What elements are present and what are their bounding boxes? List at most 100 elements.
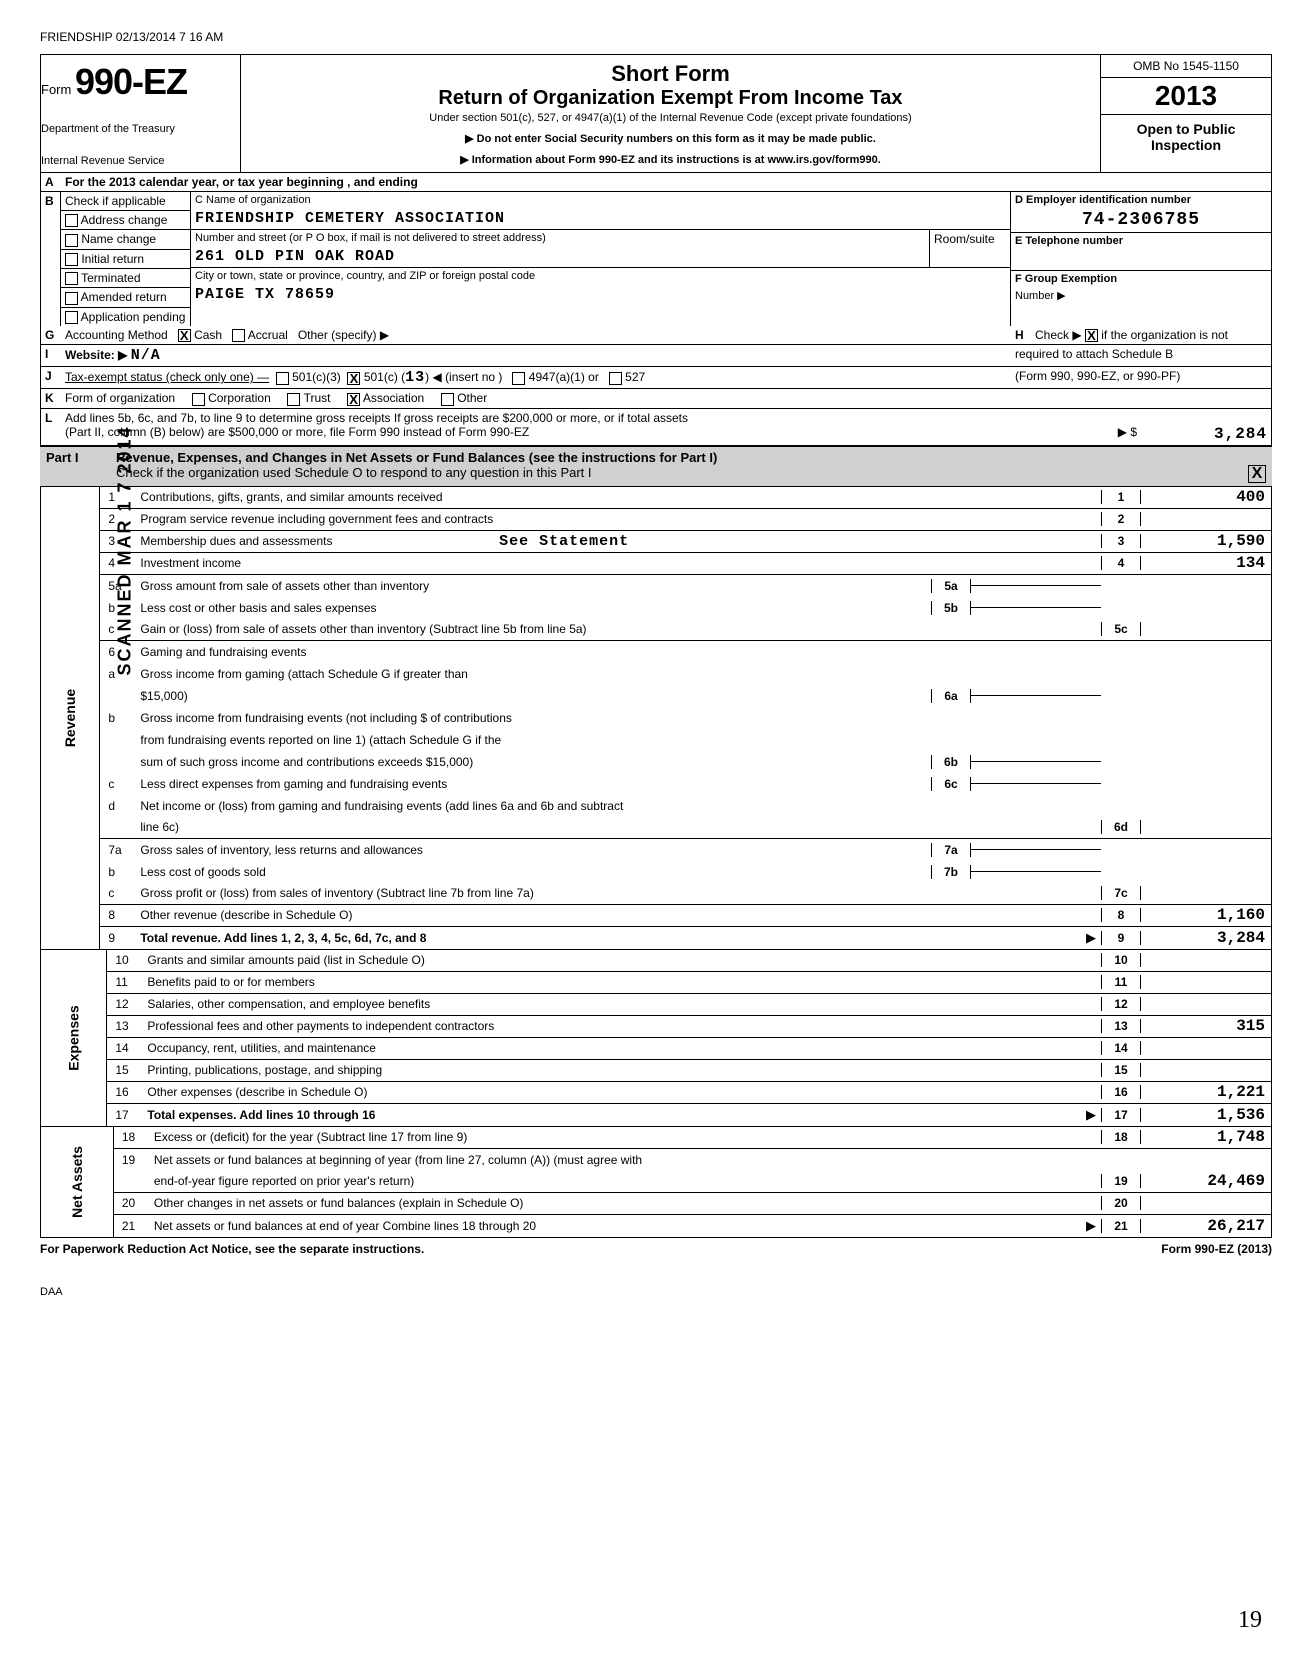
l6b-desc: Gross income from fundraising events (no…	[140, 709, 931, 727]
4947-label: 4947(a)(1) or	[529, 370, 599, 384]
l8-rn: 8	[1101, 908, 1141, 922]
l6b-num: b	[100, 711, 140, 725]
l19-rn: 19	[1101, 1174, 1141, 1188]
corp-label: Corporation	[208, 391, 271, 405]
l7a-mn: 7a	[931, 843, 971, 857]
header-stamp: FRIENDSHIP 02/13/2014 7 16 AM	[40, 30, 1272, 44]
part-i-checkbox[interactable]: X	[1248, 465, 1266, 483]
footer: For Paperwork Reduction Act Notice, see …	[40, 1238, 1272, 1256]
cash-checkbox[interactable]: X	[178, 329, 191, 342]
l8-num: 8	[100, 908, 140, 922]
line-k: Form of organization Corporation Trust X…	[61, 389, 1271, 407]
l19-desc2: end-of-year figure reported on prior yea…	[154, 1172, 1101, 1190]
l10-desc: Grants and similar amounts paid (list in…	[147, 951, 1101, 969]
l20-num: 20	[114, 1196, 154, 1210]
main-table: Revenue 1Contributions, gifts, grants, a…	[40, 487, 1272, 1238]
l2-desc: Program service revenue including govern…	[140, 510, 1101, 528]
revenue-label: Revenue	[62, 688, 78, 746]
l21-arrow: ▶	[1081, 1218, 1101, 1234]
accrual-checkbox[interactable]	[232, 329, 245, 342]
l13-val: 315	[1141, 1017, 1271, 1035]
check-applicable: Check if applicable	[61, 192, 190, 211]
l4-val: 134	[1141, 554, 1271, 572]
4947-checkbox[interactable]	[512, 372, 525, 385]
line-l: Add lines 5b, 6c, and 7b, to line 9 to d…	[61, 409, 1271, 445]
l7b-num: b	[100, 865, 140, 879]
l7a-mv	[971, 849, 1101, 850]
open-public: Open to Public Inspection	[1101, 115, 1271, 159]
form-number: 990-EZ	[75, 61, 187, 102]
part-i-header: Part I Revenue, Expenses, and Changes in…	[40, 446, 1272, 487]
header-section: A For the 2013 calendar year, or tax yea…	[40, 173, 1272, 446]
l6c-mn: 6c	[931, 777, 971, 791]
title-sub: Return of Organization Exempt From Incom…	[249, 87, 1092, 110]
revenue-side-label: Revenue	[41, 487, 100, 949]
l2-rn: 2	[1101, 512, 1141, 526]
l17-desc-text: Total expenses. Add lines 10 through 16	[147, 1108, 375, 1122]
title-under: Under section 501(c), 527, or 4947(a)(1)…	[249, 112, 1092, 124]
line-j: Tax-exempt status (check only one) — 501…	[61, 367, 1011, 388]
form-label-box: Form 990-EZ Department of the Treasury I…	[41, 55, 241, 172]
l6c-desc: Less direct expenses from gaming and fun…	[140, 775, 931, 793]
h-text2: if the organization is not	[1101, 328, 1228, 342]
l9-desc-text: Total revenue. Add lines 1, 2, 3, 4, 5c,…	[140, 931, 426, 945]
l3-desc: Membership dues and assessments See Stat…	[140, 531, 1101, 552]
trust-label: Trust	[304, 391, 331, 405]
l6d-rn: 6d	[1101, 820, 1141, 834]
l18-desc: Excess or (deficit) for the year (Subtra…	[154, 1128, 1101, 1146]
l5b-desc: Less cost or other basis and sales expen…	[140, 599, 931, 617]
h-check-label: Check ▶	[1035, 328, 1082, 342]
ein-value: 74-2306785	[1011, 208, 1271, 233]
l14-num: 14	[107, 1041, 147, 1055]
corp-checkbox[interactable]	[192, 393, 205, 406]
tax-year: 2013	[1101, 78, 1271, 115]
city-label: City or town, state or province, country…	[191, 268, 1010, 284]
name-change-label: Name change	[81, 232, 156, 246]
h-text4: (Form 990, 990-EZ, or 990-PF)	[1011, 367, 1271, 388]
title-box: Short Form Return of Organization Exempt…	[241, 55, 1101, 172]
form-header: Form 990-EZ Department of the Treasury I…	[40, 54, 1272, 173]
name-address-col: C Name of organization FRIENDSHIP CEMETE…	[191, 192, 1011, 326]
omb-no: OMB No 1545-1150	[1101, 55, 1271, 78]
l13-desc: Professional fees and other payments to …	[147, 1017, 1101, 1035]
trust-checkbox[interactable]	[287, 393, 300, 406]
l5b-mn: 5b	[931, 601, 971, 615]
l4-desc: Investment income	[140, 554, 1101, 572]
l7a-desc: Gross sales of inventory, less returns a…	[140, 841, 931, 859]
assoc-checkbox[interactable]: X	[347, 393, 360, 406]
name-change[interactable]: Name change	[61, 230, 190, 249]
l21-desc: Net assets or fund balances at end of ye…	[154, 1217, 1081, 1235]
l9-val: 3,284	[1141, 929, 1271, 947]
d-label: D Employer identification number	[1011, 192, 1271, 208]
amended[interactable]: Amended return	[61, 288, 190, 307]
part-i-check-text: Check if the organization used Schedule …	[116, 465, 1248, 483]
footer-left: For Paperwork Reduction Act Notice, see …	[40, 1242, 424, 1256]
501c3-checkbox[interactable]	[276, 372, 289, 385]
addr-change[interactable]: Address change	[61, 211, 190, 230]
title-notice2: ▶ Information about Form 990-EZ and its …	[249, 153, 1092, 166]
pending-label: Application pending	[81, 310, 186, 324]
title-notice1: ▶ Do not enter Social Security numbers o…	[249, 132, 1092, 145]
l16-num: 16	[107, 1085, 147, 1099]
line-a: For the 2013 calendar year, or tax year …	[61, 173, 1271, 191]
expenses-section: Expenses 10Grants and similar amounts pa…	[41, 949, 1271, 1126]
527-checkbox[interactable]	[609, 372, 622, 385]
501c-checkbox[interactable]: X	[347, 372, 360, 385]
scanned-stamp: SCANNED MAR 1 7 2014	[115, 425, 136, 675]
l16-desc: Other expenses (describe in Schedule O)	[147, 1083, 1101, 1101]
line-g: Accounting Method X Cash Accrual Other (…	[61, 326, 1011, 344]
initial-return[interactable]: Initial return	[61, 250, 190, 269]
l17-num: 17	[107, 1108, 147, 1122]
terminated[interactable]: Terminated	[61, 269, 190, 288]
amended-label: Amended return	[81, 290, 167, 304]
room-label: Room/suite	[930, 230, 1010, 267]
l6b-mn: 6b	[931, 755, 971, 769]
h-checkbox[interactable]: X	[1085, 329, 1098, 342]
other-org-checkbox[interactable]	[441, 393, 454, 406]
l21-val: 26,217	[1141, 1217, 1271, 1235]
addr-label: Number and street (or P O box, if mail i…	[191, 230, 929, 246]
terminated-label: Terminated	[81, 271, 140, 285]
pending[interactable]: Application pending	[61, 308, 190, 326]
accrual-label: Accrual	[248, 328, 288, 342]
l6d-desc: Net income or (loss) from gaming and fun…	[140, 797, 1101, 815]
